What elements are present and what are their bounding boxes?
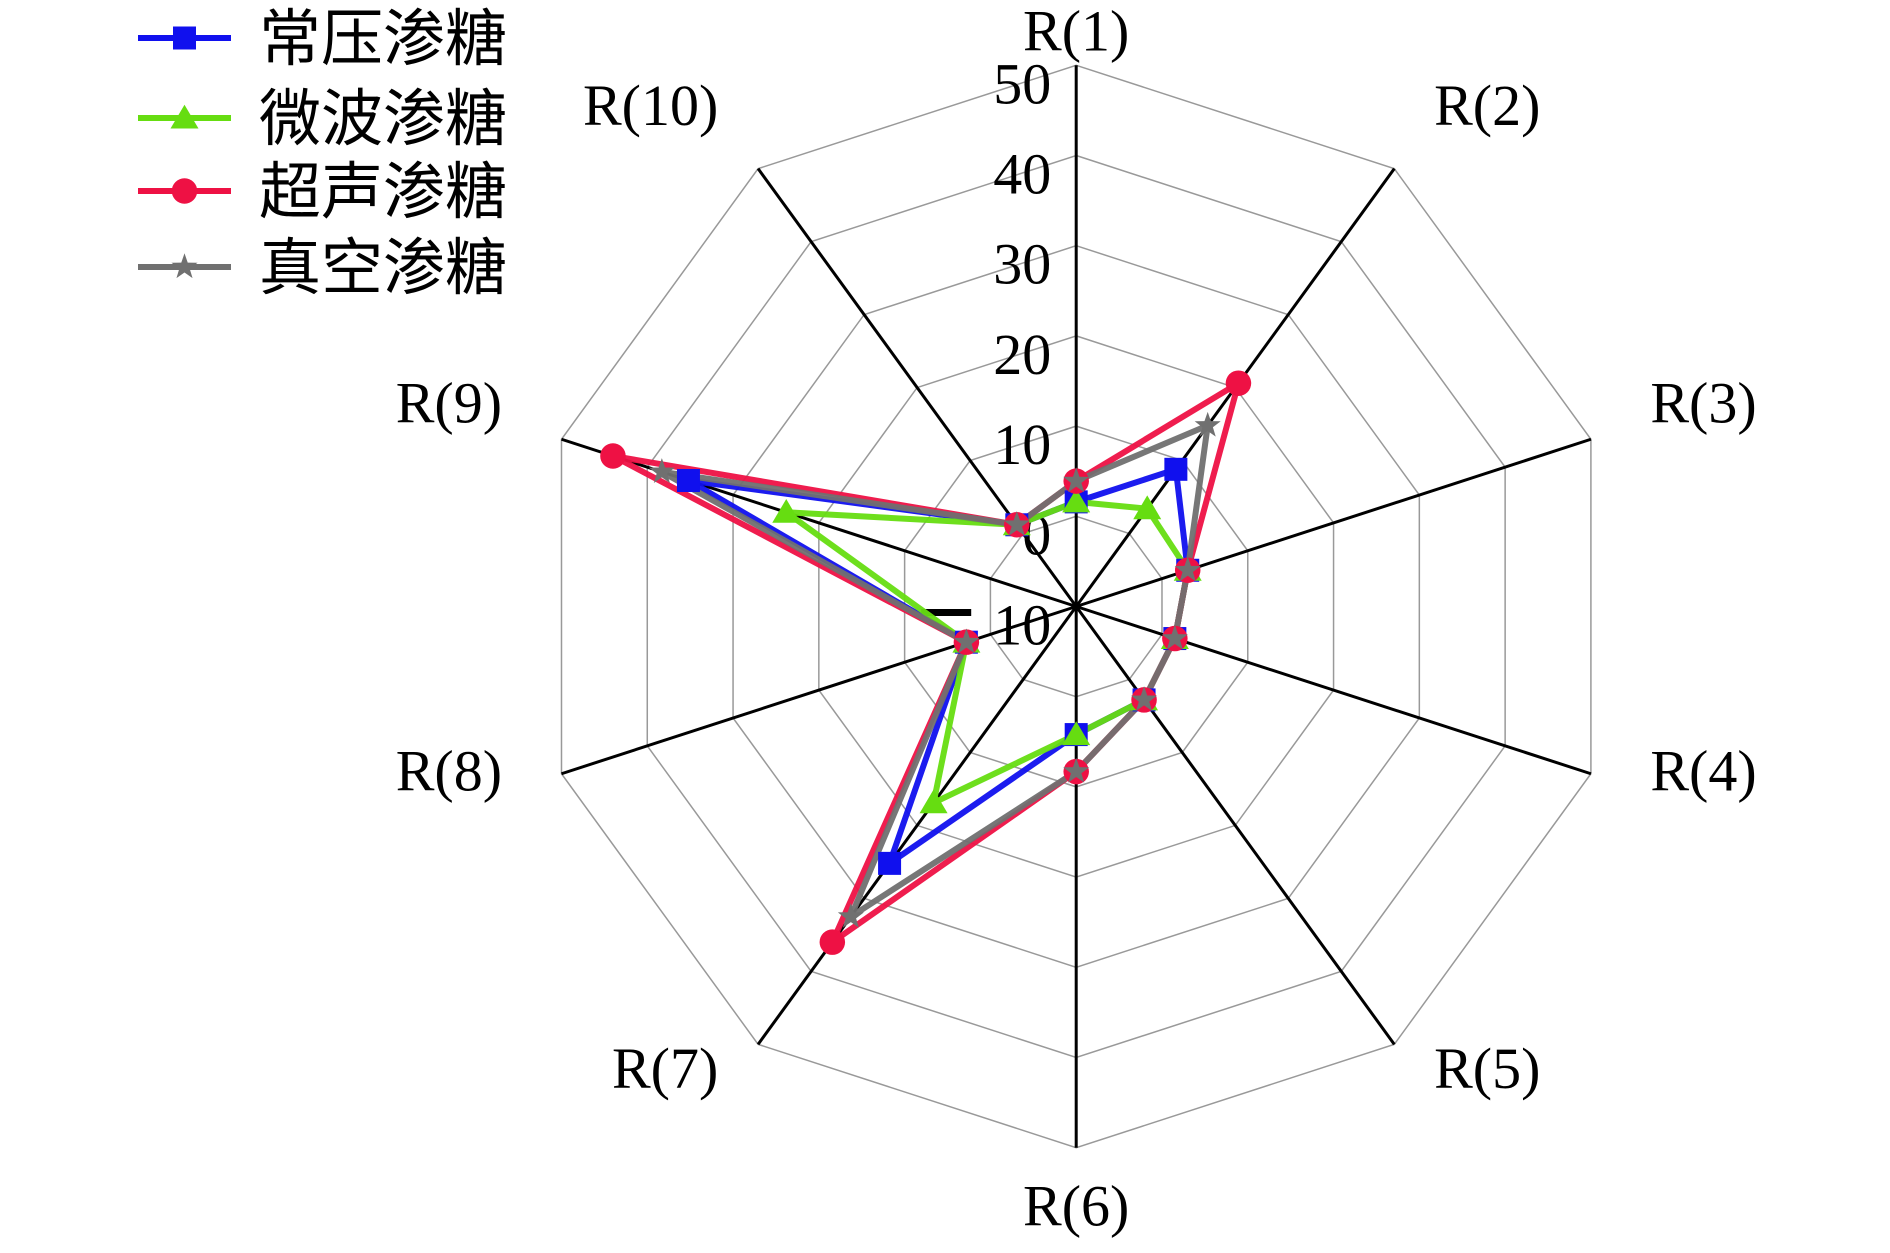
svg-text:R(8): R(8): [396, 738, 502, 803]
svg-text:R(5): R(5): [1434, 1036, 1540, 1101]
svg-text:超声渗糖: 超声渗糖: [259, 159, 507, 227]
svg-text:R(1): R(1): [1023, 0, 1129, 63]
svg-text:R(3): R(3): [1650, 371, 1756, 436]
svg-text:R(6): R(6): [1023, 1174, 1129, 1239]
svg-text:10: 10: [993, 593, 1051, 658]
svg-text:R(7): R(7): [612, 1036, 718, 1101]
svg-text:真空渗糖: 真空渗糖: [259, 235, 507, 303]
svg-text:R(2): R(2): [1434, 73, 1540, 138]
svg-text:30: 30: [993, 232, 1051, 297]
svg-text:10: 10: [993, 412, 1051, 477]
svg-text:R(9): R(9): [396, 371, 502, 436]
svg-text:微波渗糖: 微波渗糖: [259, 86, 507, 154]
svg-text:20: 20: [993, 322, 1051, 387]
svg-text:常压渗糖: 常压渗糖: [259, 6, 507, 74]
svg-text:R(10): R(10): [583, 73, 718, 138]
svg-text:40: 40: [993, 142, 1051, 207]
svg-text:R(4): R(4): [1650, 738, 1756, 803]
